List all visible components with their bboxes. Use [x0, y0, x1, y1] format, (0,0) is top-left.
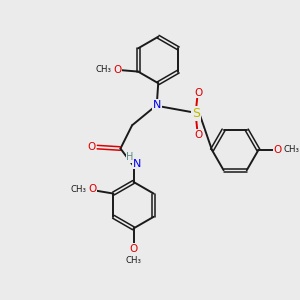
Text: O: O — [195, 130, 203, 140]
Text: O: O — [274, 145, 282, 155]
Text: H: H — [126, 152, 134, 162]
Text: N: N — [133, 159, 141, 169]
Text: CH₃: CH₃ — [96, 65, 112, 74]
Text: CH₃: CH₃ — [125, 256, 142, 265]
Text: CH₃: CH₃ — [70, 185, 87, 194]
Text: CH₃: CH₃ — [283, 146, 299, 154]
Text: O: O — [87, 142, 95, 152]
Text: O: O — [195, 88, 203, 98]
Text: N: N — [153, 100, 161, 110]
Text: S: S — [192, 107, 200, 120]
Text: O: O — [88, 184, 97, 194]
Text: O: O — [113, 64, 121, 74]
Text: O: O — [129, 244, 138, 254]
